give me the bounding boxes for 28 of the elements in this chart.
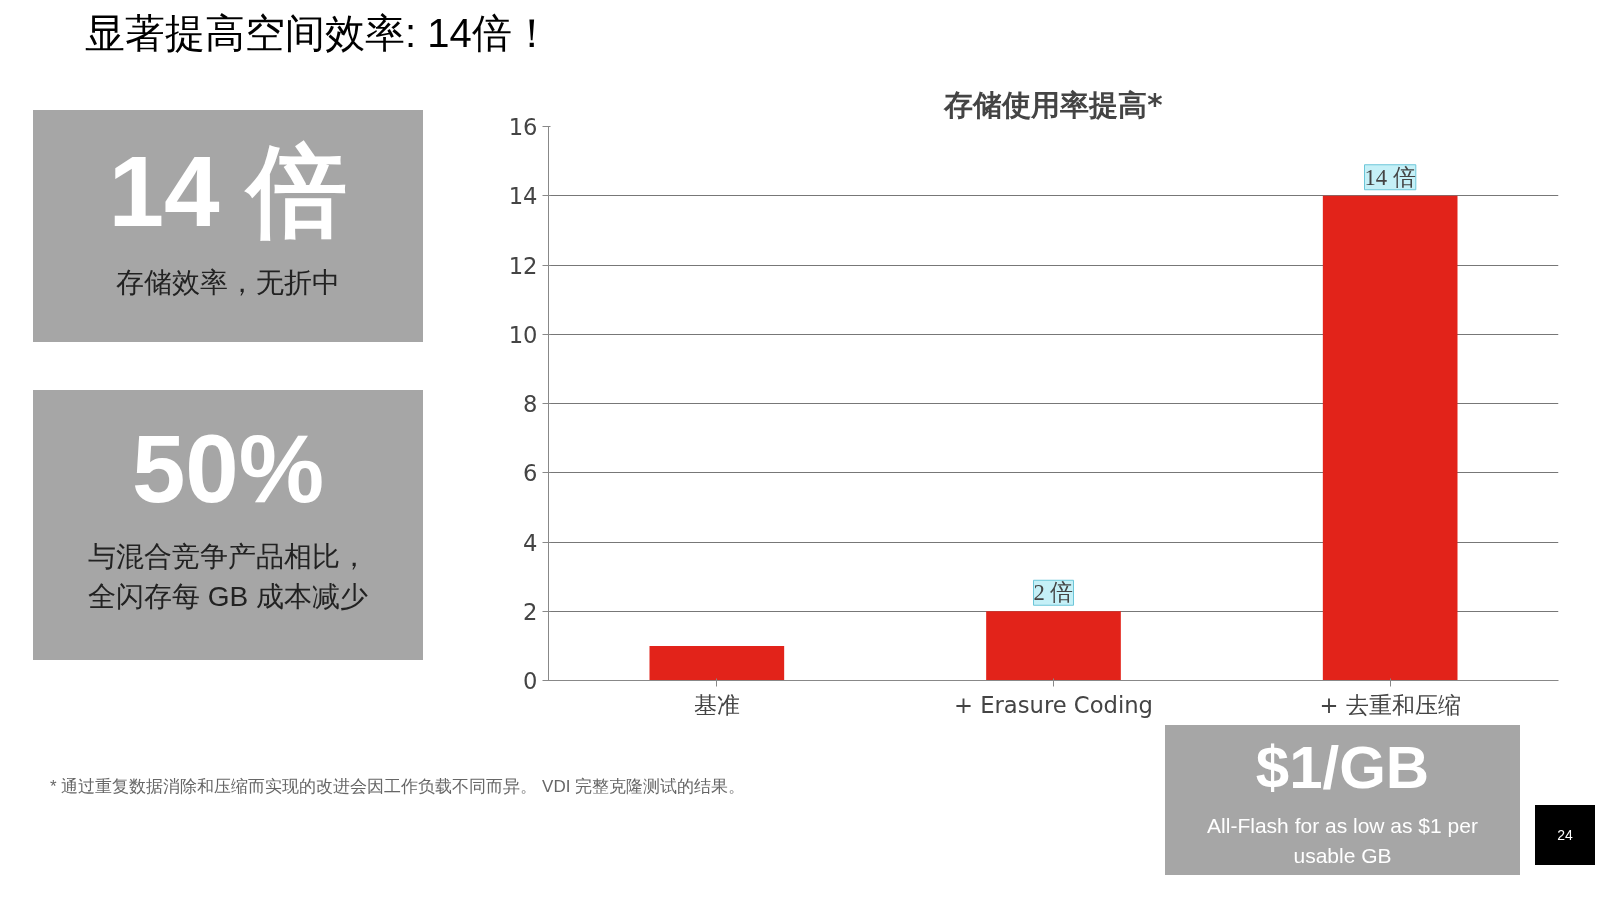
- y-tick-label: 10: [508, 321, 538, 348]
- text: $1/GB: [1254, 733, 1431, 803]
- y-tick-label: 12: [508, 252, 538, 279]
- text: 全闪存每 GB 成本减少: [87, 581, 368, 613]
- y-tick-label: 14: [508, 183, 538, 210]
- text: 14 倍: [107, 134, 349, 249]
- text: * 通过重复数据消除和压缩而实现的改进会因工作负载不同而异。 VDI 完整克隆测试的结果。: [49, 776, 746, 798]
- y-tick-label: 0: [523, 668, 538, 694]
- x-tick-label: 基准: [693, 691, 740, 718]
- y-tick-label: 6: [523, 460, 538, 487]
- text: All-Flash for as low as $1 per usable GB: [1206, 812, 1479, 869]
- bar: [1322, 195, 1458, 681]
- text: 显著提高空间效率: 14倍！: [84, 10, 552, 57]
- data-label: 2 倍: [1033, 580, 1074, 606]
- chart-title: 存储使用率提高*: [943, 87, 1163, 122]
- text: 24: [1535, 805, 1595, 865]
- y-tick-label: 2: [523, 598, 538, 625]
- y-tick-label: 8: [523, 391, 538, 417]
- bar: [649, 645, 785, 681]
- data-label: 14 倍: [1364, 164, 1416, 190]
- x-tick-label: + Erasure Coding: [954, 691, 1153, 718]
- text: 存储效率，无折中: [115, 265, 341, 300]
- text: 与混合竞争产品相比，: [88, 541, 368, 573]
- y-tick-label: 16: [508, 114, 538, 140]
- bar: [986, 611, 1121, 681]
- x-tick-label: + 去重和压缩: [1319, 691, 1461, 718]
- text: 50%: [130, 414, 326, 524]
- y-tick-label: 4: [523, 529, 538, 556]
